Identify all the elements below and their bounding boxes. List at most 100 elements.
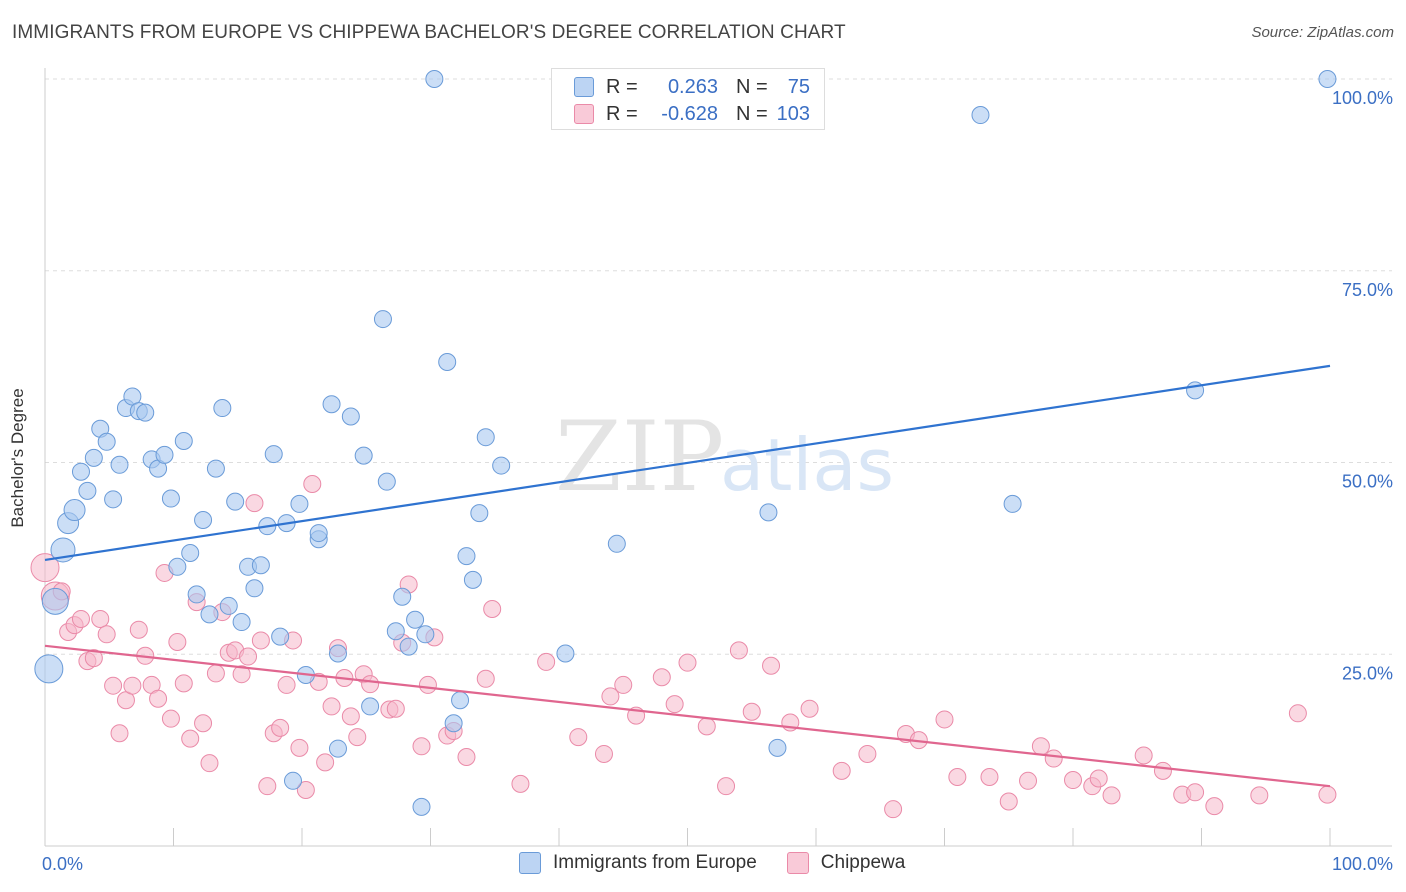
europe-point: [451, 691, 470, 710]
chippewa-point: [316, 753, 335, 772]
legend-n-value: 103: [776, 102, 810, 125]
trend-lines: [44, 364, 1331, 788]
chippewa-point: [361, 675, 380, 694]
correlation-legend: R = 0.263 N = 75 R = -0.628 N = 103: [551, 68, 825, 130]
chippewa-point: [762, 656, 781, 675]
europe-point: [271, 627, 290, 646]
europe-point: [264, 445, 283, 464]
europe-point: [341, 407, 360, 426]
legend-n-value: 75: [787, 75, 810, 98]
chippewa-point: [569, 728, 588, 747]
legend-item-chippewa: Chippewa: [786, 852, 905, 874]
europe-point: [97, 432, 116, 451]
europe-point: [971, 106, 990, 125]
legend-r-label: R =: [606, 75, 638, 98]
chippewa-point: [980, 767, 999, 786]
y-tick-label: 50.0%: [1342, 472, 1393, 492]
europe-point: [71, 462, 90, 481]
europe-point: [386, 622, 405, 641]
europe-point: [200, 605, 219, 624]
europe-point: [1318, 70, 1337, 88]
legend-swatch-pink: [574, 104, 594, 124]
legend-row-chippewa: R = -0.628 N = 103: [574, 102, 810, 126]
europe-point: [463, 570, 482, 589]
europe-point: [194, 511, 213, 530]
chippewa-point: [123, 676, 142, 695]
chippewa-point: [1288, 704, 1307, 723]
legend-item-europe: Immigrants from Europe: [519, 852, 757, 874]
europe-point: [290, 494, 309, 513]
legend-label-europe: Immigrants from Europe: [553, 852, 757, 873]
chippewa-point: [1102, 786, 1121, 805]
chippewa-point: [91, 609, 110, 628]
europe-point: [492, 456, 511, 475]
chippewa-point: [386, 699, 405, 718]
chippewa-point: [457, 748, 476, 767]
source-label: Source: ZipAtlas.com: [1251, 24, 1394, 41]
chippewa-point: [729, 641, 748, 660]
series-legend: Immigrants from Europe Chippewa: [519, 852, 935, 874]
chippewa-point: [296, 781, 315, 800]
chippewa-point: [511, 774, 530, 793]
europe-point: [84, 448, 103, 467]
europe-point: [444, 714, 463, 733]
chippewa-point: [999, 792, 1018, 811]
chippewa-point: [1019, 771, 1038, 790]
europe-point: [155, 445, 174, 464]
europe-point: [476, 428, 495, 447]
y-tick-label: 25.0%: [1342, 663, 1393, 683]
europe-point: [168, 557, 187, 576]
chippewa-point: [251, 631, 270, 650]
europe-point: [425, 70, 444, 88]
chippewa-point: [71, 609, 90, 628]
chippewa-point: [348, 728, 367, 747]
europe-point: [438, 353, 457, 372]
chippewa-point: [1064, 771, 1082, 790]
chippewa-point: [341, 707, 360, 726]
legend-swatch-blue: [519, 852, 541, 874]
europe-point: [457, 547, 476, 566]
chippewa-point: [174, 674, 193, 693]
europe-point: [34, 654, 64, 684]
europe-point: [245, 579, 264, 598]
series-immigrants-from-europe: [34, 70, 1337, 816]
europe-point: [78, 481, 97, 500]
chippewa-point: [161, 709, 180, 728]
tick-labels: 25.0% 50.0% 75.0% 100.0% 0.0% 100.0%: [42, 88, 1393, 874]
chippewa-point: [614, 675, 633, 694]
chippewa-point: [717, 777, 736, 796]
europe-point: [406, 610, 425, 629]
chippewa-point: [665, 695, 684, 714]
europe-point: [354, 446, 373, 465]
axes: [44, 68, 1392, 847]
chippewa-point: [1134, 746, 1153, 765]
watermark-zip: ZIP: [555, 401, 724, 513]
chippewa-point: [149, 689, 168, 708]
chippewa-point: [322, 697, 341, 716]
europe-point: [556, 644, 575, 663]
europe-point: [361, 697, 380, 716]
chippewa-point: [697, 717, 716, 736]
europe-point: [768, 738, 787, 757]
europe-point: [161, 489, 180, 508]
europe-point: [373, 310, 392, 329]
chippewa-point: [104, 676, 123, 695]
chippewa-point: [832, 761, 851, 780]
europe-point: [328, 739, 347, 758]
chippewa-point: [271, 718, 290, 737]
europe-point: [377, 472, 396, 491]
x-tick-label: 100.0%: [1332, 854, 1393, 874]
chippewa-point: [97, 625, 116, 644]
europe-point: [309, 524, 328, 543]
chippewa-point: [800, 699, 819, 718]
chippewa-point: [129, 620, 148, 639]
chippewa-point: [483, 599, 502, 618]
europe-point: [232, 613, 251, 632]
legend-r-value: -0.628: [661, 102, 718, 125]
chippewa-point: [239, 647, 258, 666]
europe-point: [759, 503, 778, 522]
legend-r-label: R =: [606, 102, 638, 125]
chippewa-point: [678, 653, 697, 672]
chippewa-point: [1031, 737, 1050, 756]
